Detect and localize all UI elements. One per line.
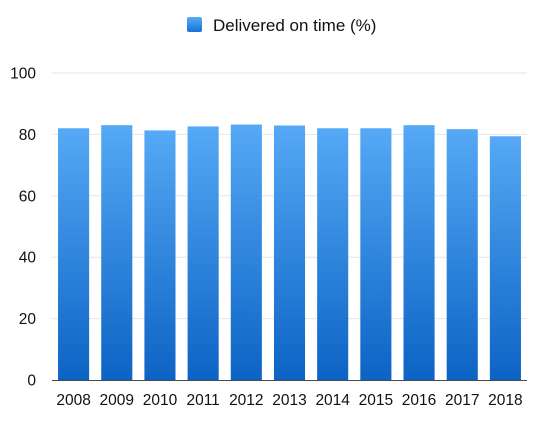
legend: Delivered on time (%) xyxy=(187,16,376,35)
bar-2009 xyxy=(101,125,133,380)
y-tick-label: 100 xyxy=(10,66,36,83)
x-tick-label: 2017 xyxy=(445,392,479,409)
bar-2010 xyxy=(144,130,176,380)
bars xyxy=(58,124,521,381)
x-tick-label: 2011 xyxy=(186,392,219,409)
legend-swatch xyxy=(187,17,202,32)
x-tick-label: 2015 xyxy=(359,392,393,409)
bar-2013 xyxy=(273,125,306,380)
y-tick-label: 60 xyxy=(19,188,37,205)
y-tick-label: 20 xyxy=(19,311,37,328)
x-tick-label: 2018 xyxy=(488,392,522,409)
y-tick-label: 0 xyxy=(27,373,36,390)
bar-2017 xyxy=(446,129,478,380)
y-tick-label: 80 xyxy=(19,127,37,144)
legend-label: Delivered on time (%) xyxy=(213,16,376,35)
bar-2014 xyxy=(317,128,349,380)
bar-2011 xyxy=(187,126,219,380)
x-tick-label: 2010 xyxy=(143,392,178,409)
x-tick-label: 2014 xyxy=(315,392,350,409)
y-axis-ticks: 0 20 40 60 80 100 xyxy=(10,66,36,390)
x-axis-ticks: 2008 2009 2010 2011 2012 2013 2014 2015 2016 2017… xyxy=(56,392,522,409)
x-tick-label: 2013 xyxy=(272,392,306,409)
bar-2008 xyxy=(58,128,90,380)
bar-2016 xyxy=(403,125,435,380)
x-tick-label: 2009 xyxy=(100,392,134,409)
y-tick-label: 40 xyxy=(19,250,37,267)
bar-2012 xyxy=(230,124,262,381)
bar-2018 xyxy=(489,136,521,380)
x-tick-label: 2008 xyxy=(56,392,90,409)
x-tick-label: 2016 xyxy=(402,392,436,409)
bar-2015 xyxy=(360,128,392,380)
x-tick-label: 2012 xyxy=(229,392,263,409)
